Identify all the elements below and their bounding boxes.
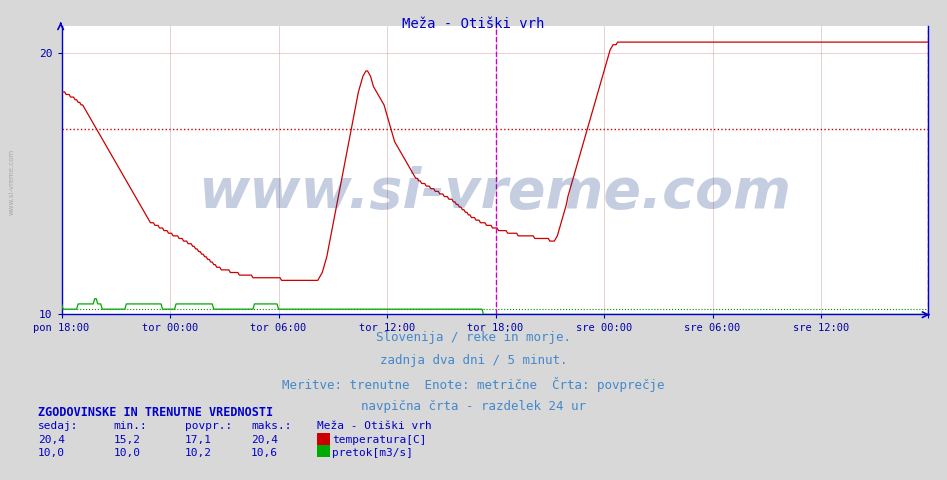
Text: 17,1: 17,1 (185, 435, 212, 445)
Text: zadnja dva dni / 5 minut.: zadnja dva dni / 5 minut. (380, 354, 567, 367)
Text: temperatura[C]: temperatura[C] (332, 435, 427, 445)
Text: Meža - Otiški vrh: Meža - Otiški vrh (317, 421, 432, 431)
Text: pretok[m3/s]: pretok[m3/s] (332, 448, 414, 458)
Text: ZGODOVINSKE IN TRENUTNE VREDNOSTI: ZGODOVINSKE IN TRENUTNE VREDNOSTI (38, 406, 273, 419)
Text: www.si-vreme.com: www.si-vreme.com (9, 149, 14, 216)
Text: maks.:: maks.: (251, 421, 292, 431)
Text: 10,0: 10,0 (38, 448, 65, 458)
Text: min.:: min.: (114, 421, 148, 431)
Text: Meža - Otiški vrh: Meža - Otiški vrh (402, 17, 545, 31)
Text: sedaj:: sedaj: (38, 421, 79, 431)
Text: 20,4: 20,4 (251, 435, 278, 445)
Text: povpr.:: povpr.: (185, 421, 232, 431)
Text: 10,0: 10,0 (114, 448, 141, 458)
Text: 10,6: 10,6 (251, 448, 278, 458)
Text: Meritve: trenutne  Enote: metrične  Črta: povprečje: Meritve: trenutne Enote: metrične Črta: … (282, 377, 665, 392)
Text: Slovenija / reke in morje.: Slovenija / reke in morje. (376, 331, 571, 344)
Text: 10,2: 10,2 (185, 448, 212, 458)
Text: 15,2: 15,2 (114, 435, 141, 445)
Text: navpična črta - razdelek 24 ur: navpična črta - razdelek 24 ur (361, 400, 586, 413)
Text: 20,4: 20,4 (38, 435, 65, 445)
Text: www.si-vreme.com: www.si-vreme.com (198, 167, 792, 220)
